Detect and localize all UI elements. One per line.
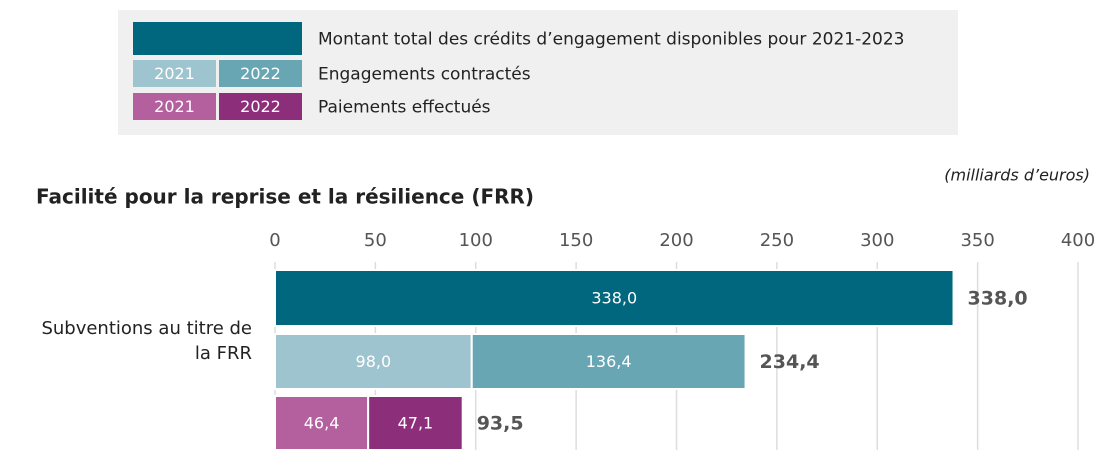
chart-title: Facilité pour la reprise et la résilienc… [36,185,534,209]
bar-segment [274,333,473,390]
legend-swatch [219,93,302,120]
bar-segment [274,395,370,450]
legend-label: Montant total des crédits d’engagement d… [318,30,904,50]
legend-swatch [133,93,216,120]
legend-swatch [133,22,302,55]
x-tick-label: 0 [269,230,280,251]
legend-label: Paiements effectués [318,98,491,118]
x-tick-label: 150 [559,230,593,251]
value-label: 136,4 [586,352,632,371]
total-label: 234,4 [760,351,820,373]
category-label: Subventions au titre de la FRR [41,318,252,364]
x-tick-label: 300 [860,230,894,251]
legend-series-label: 2021 [154,97,195,116]
x-tick-label: 50 [364,230,387,251]
legend-label: Engagements contractés [318,65,531,85]
legend-series-label: 2022 [240,97,281,116]
legend-swatch [219,60,302,87]
value-label: 338,0 [591,289,637,308]
total-label: 338,0 [968,288,1028,310]
total-label: 93,5 [477,413,524,435]
x-tick-label: 100 [459,230,493,251]
bar-segment [470,333,747,390]
value-label: 46,4 [304,414,340,433]
legend-swatch [133,60,216,87]
x-tick-label: 350 [960,230,994,251]
x-tick-label: 200 [659,230,693,251]
bar-segment [367,395,464,450]
unit-label: (milliards d’euros) [944,166,1090,185]
value-label: 98,0 [356,352,392,371]
value-label: 47,1 [398,414,434,433]
legend-series-label: 2022 [240,64,281,83]
bar-segment [274,269,955,327]
legend-series-label: 2021 [154,64,195,83]
x-tick-label: 250 [760,230,794,251]
x-tick-label: 400 [1061,230,1095,251]
